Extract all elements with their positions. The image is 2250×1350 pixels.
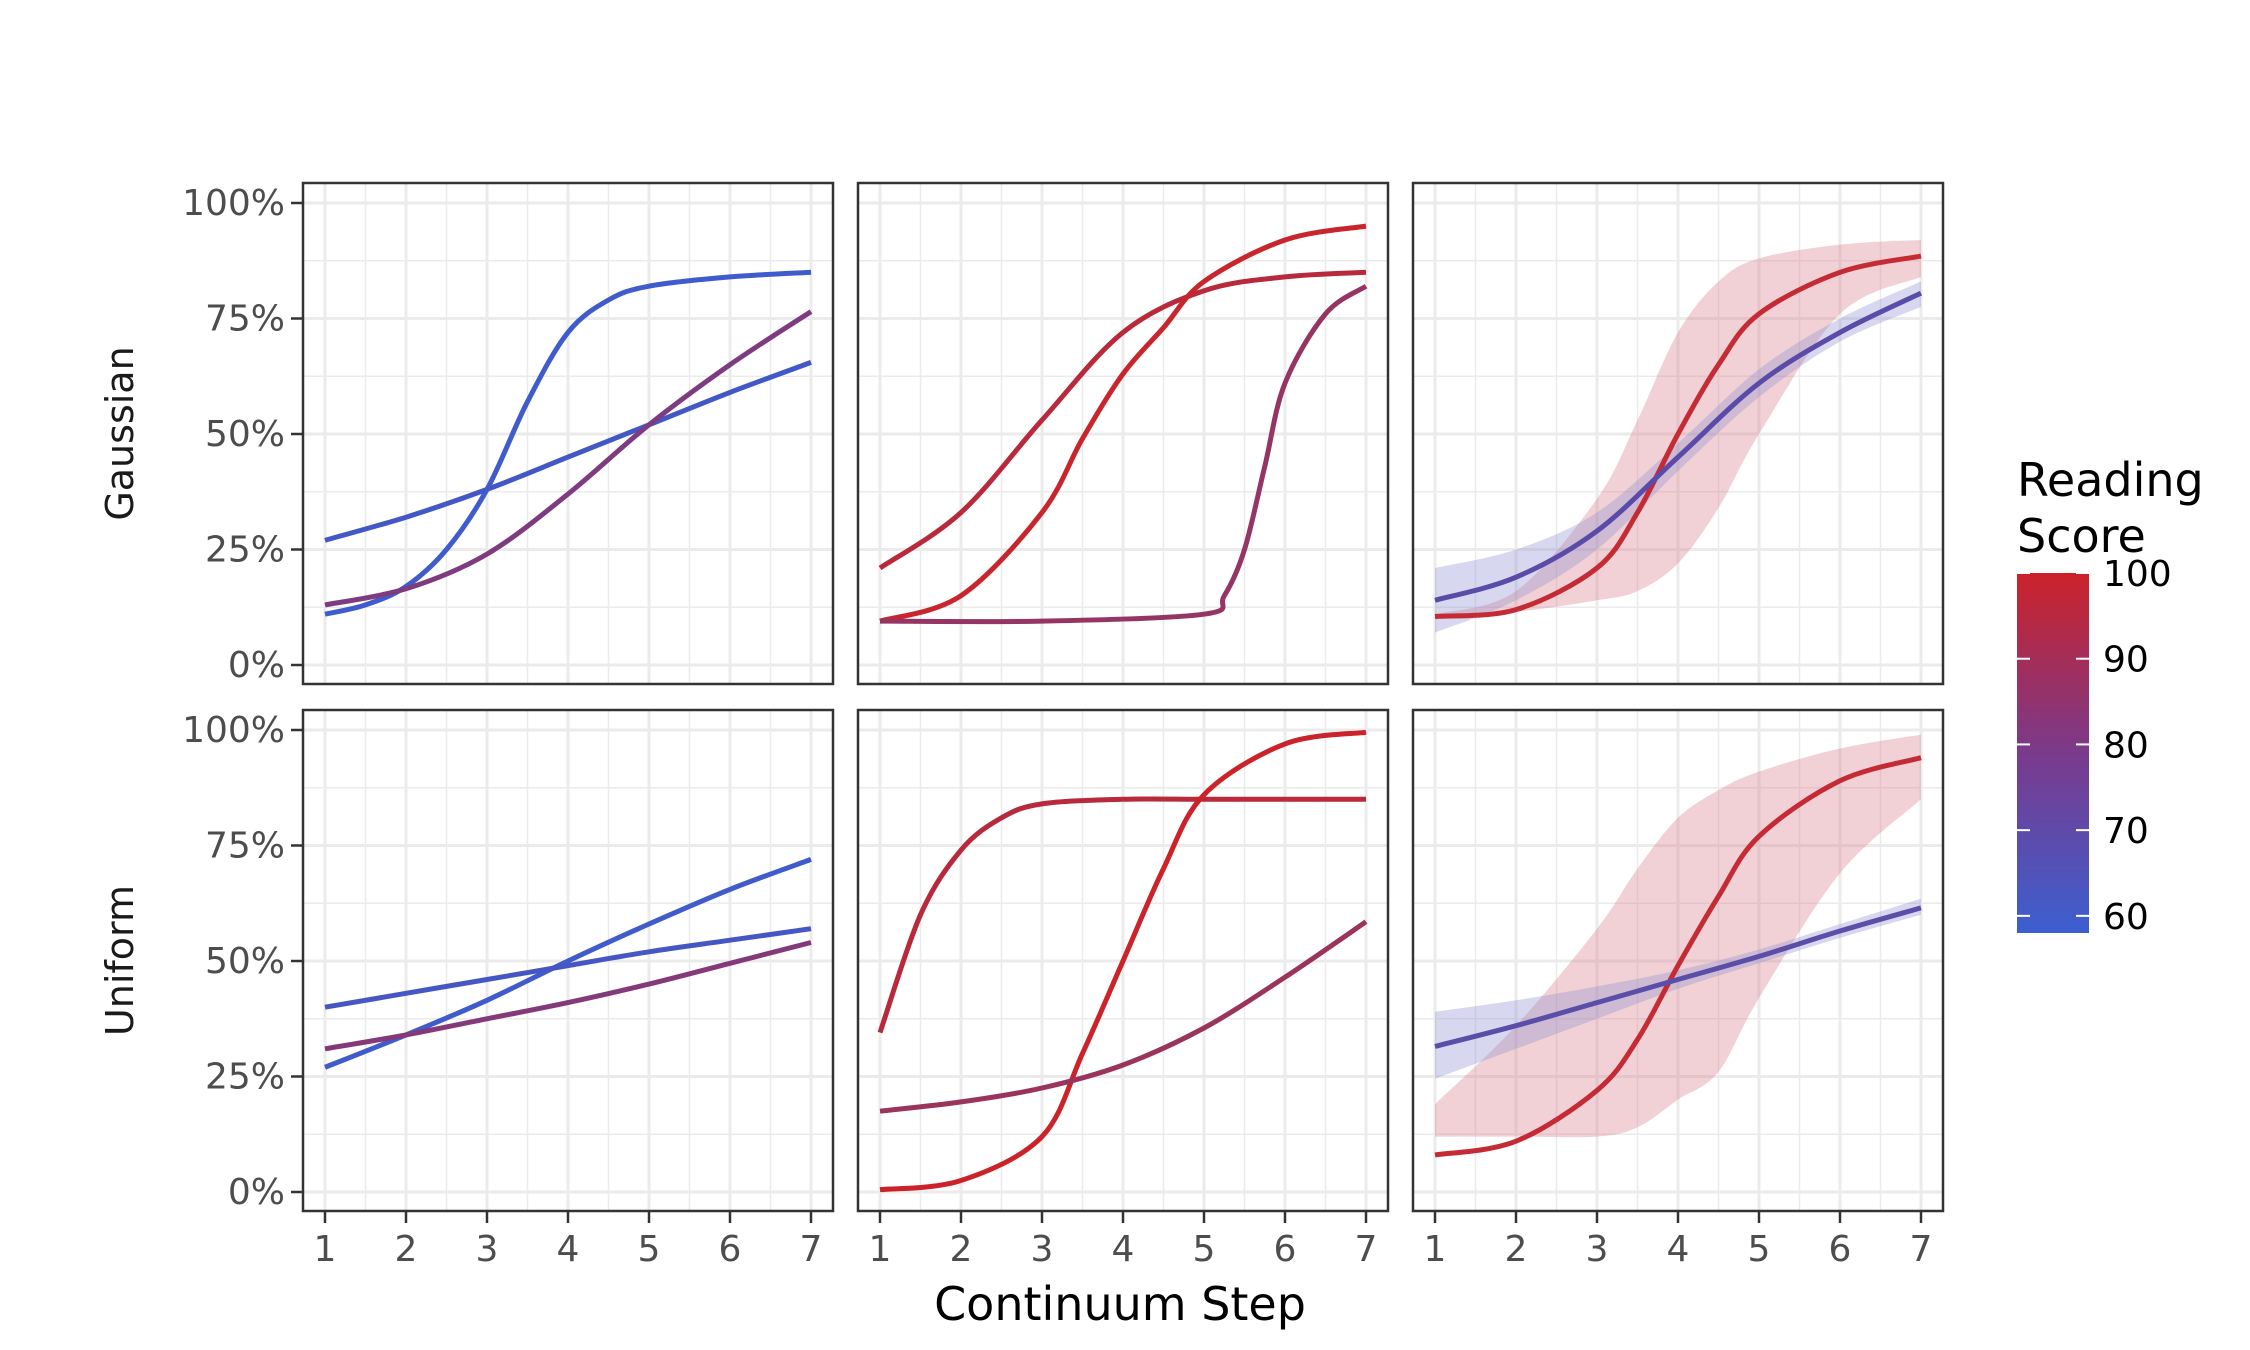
x-tick-label: 5 [1193,1229,1216,1270]
x-tick-label: 5 [638,1229,661,1270]
y-tick-label: 25% [205,1057,285,1098]
legend-label: 60 [2103,897,2149,938]
y-tick-label: 100% [182,183,285,224]
y-tick-label: 0% [228,645,285,686]
series-line-score-99 [1434,253,1922,619]
legend-label: 70 [2103,811,2149,852]
y-tick-label: 50% [205,414,285,455]
series-line-score-99 [879,223,1367,624]
x-tick-label: 7 [800,1229,823,1270]
x-tick-label: 2 [395,1229,418,1270]
legend-label: 90 [2103,640,2149,681]
panel-uniform-1 [301,708,835,1213]
x-tick-label: 3 [1031,1229,1054,1270]
confidence-band-score-99 [1435,734,1921,1138]
panel-grid [303,710,833,1211]
facet-row-label: Gaussian [98,346,142,520]
x-axis-title: Continuum Step [934,1277,1306,1331]
x-tick-label: 6 [1274,1229,1297,1270]
series-line-score-95 [877,796,1366,1034]
x-tick-label: 4 [1667,1229,1690,1270]
x-tick-label: 7 [1910,1229,1933,1270]
panel-grid [303,183,833,684]
x-tick-label: 1 [1424,1229,1447,1270]
x-tick-label: 1 [314,1229,337,1270]
legend-ticks: 100 90 80 70 60 [2017,554,2172,938]
y-axis-layer: 0% 25% 50% 75% 100% 0% 25% 50% 75% 100% [182,183,303,1213]
x-tick-label: 5 [1748,1229,1771,1270]
x-tick-label: 2 [950,1229,973,1270]
x-tick-label: 1 [869,1229,892,1270]
series-line-score-83 [324,940,812,1052]
x-tick-label: 3 [476,1229,499,1270]
y-tick-label: 50% [205,941,285,982]
panel-grid [1413,710,1943,1211]
legend-label: 100 [2103,554,2172,595]
series-line-score-72 [1434,905,1922,1049]
confidence-band-score-99 [1435,240,1921,617]
series-line-score-63 [324,926,812,1010]
panel-border [856,181,1390,686]
panel-uniform-3 [1411,708,1945,1213]
x-tick-label: 6 [1829,1229,1852,1270]
series-line-score-88 [879,284,1368,625]
row-strip-labels: Gaussian Uniform [98,346,142,1036]
series-line-score-62 [324,360,812,543]
y-tick-label: 75% [205,826,285,867]
x-axis-layer: 1 2 3 4 5 6 7 1 2 3 4 5 6 7 1 2 3 4 5 6 7 [314,1211,1933,1270]
panel-border [1411,181,1945,686]
x-tick-label: 6 [719,1229,742,1270]
legend-title-line-2: Score [2017,509,2146,563]
x-tick-label: 7 [1355,1229,1378,1270]
series-line-score-100 [879,729,1367,1193]
y-tick-label: 25% [205,530,285,571]
facet-row-label: Uniform [98,885,142,1036]
y-tick-label: 75% [205,299,285,340]
series-line-score-95 [878,269,1367,571]
panel-uniform-2 [856,708,1390,1213]
x-tick-label: 4 [557,1229,580,1270]
y-tick-label: 100% [182,710,285,751]
series-line-score-89 [879,919,1368,1114]
x-tick-label: 4 [1112,1229,1135,1270]
legend: Reading Score 100 90 80 70 60 [2017,453,2204,938]
x-tick-label: 2 [1505,1229,1528,1270]
series-line-score-74 [1434,290,1923,603]
panels-layer [301,181,1945,1213]
panel-gaussian-3 [1411,181,1945,686]
series-line-score-82 [324,309,813,608]
legend-title-line-1: Reading [2017,453,2204,507]
panel-gaussian-1 [301,181,835,686]
legend-colorbar [2017,573,2089,933]
x-tick-label: 3 [1586,1229,1609,1270]
panel-gaussian-2 [856,181,1390,686]
legend-label: 80 [2103,725,2149,766]
y-tick-label: 0% [228,1172,285,1213]
series-line-score-99 [1434,755,1922,1158]
